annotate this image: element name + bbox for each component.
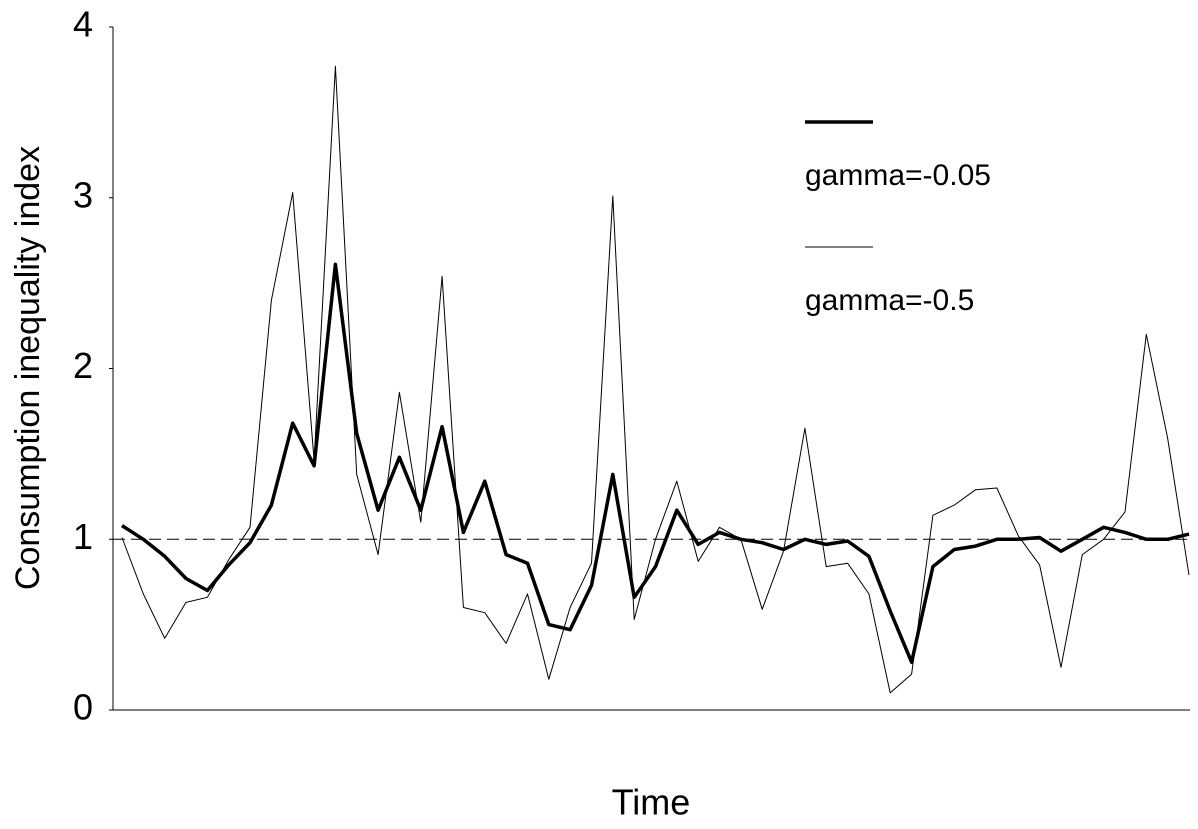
legend-label: gamma=-0.05 (805, 159, 991, 192)
y-tick-label: 4 (73, 4, 93, 45)
legend-label: gamma=-0.5 (805, 284, 974, 317)
y-tick-label: 1 (73, 516, 93, 557)
series-line (121, 262, 1190, 664)
y-axis-label: Consumption inequality index (9, 146, 47, 590)
y-tick-label: 2 (73, 345, 93, 386)
y-tick-label: 3 (73, 174, 93, 215)
y-tick-label: 0 (73, 687, 93, 728)
x-axis-label: Time (612, 782, 691, 823)
series-line (121, 65, 1190, 694)
